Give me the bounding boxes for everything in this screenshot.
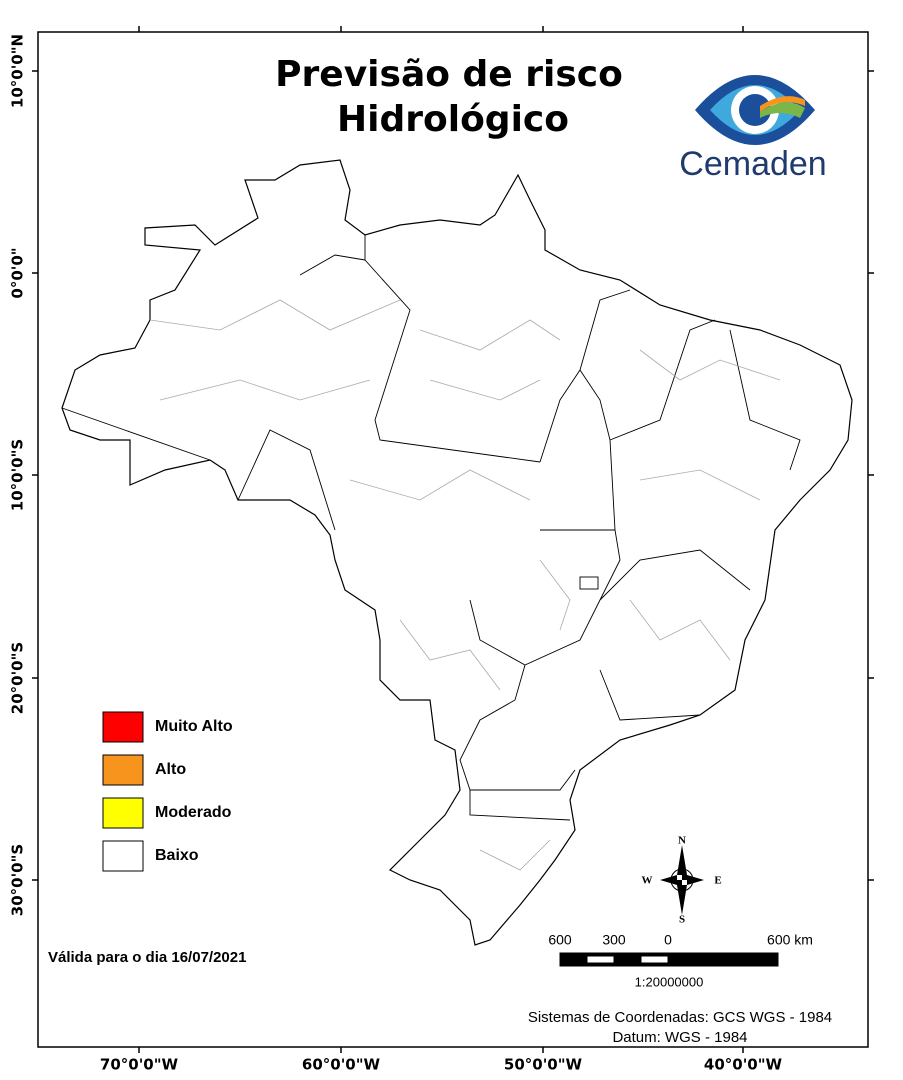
legend: Muito Alto Alto Moderado Baixo — [102, 711, 233, 872]
legend-label: Baixo — [155, 847, 199, 864]
scale-ratio: 1:20000000 — [635, 974, 704, 989]
latitude-label: 30°0'0"S — [9, 844, 27, 916]
state-borders — [61, 235, 801, 821]
valid-date: Válida para o dia 16/07/2021 — [48, 949, 246, 966]
longitude-label: 70°0'0"W — [100, 1056, 179, 1074]
legend-label: Muito Alto — [155, 718, 233, 735]
longitude-label: 40°0'0"W — [704, 1056, 783, 1074]
title-line: Previsão de risco — [275, 54, 623, 95]
logo-mark — [695, 75, 815, 145]
compass-w: W — [642, 875, 653, 887]
compass-n: N — [678, 835, 686, 847]
county-lines — [149, 299, 781, 871]
legend-swatch — [102, 840, 144, 872]
scale-label: 0 — [664, 932, 672, 948]
graticule-ticks — [32, 26, 874, 1053]
datum: Datum: WGS - 1984 — [612, 1029, 747, 1046]
coordinate-system: Sistemas de Coordenadas: GCS WGS - 1984 — [528, 1009, 832, 1026]
compass-s: S — [679, 914, 685, 926]
legend-swatch — [102, 711, 144, 743]
scale-bar — [559, 952, 779, 967]
legend-label: Alto — [155, 761, 186, 778]
legend-swatch — [102, 754, 144, 786]
scale-label: 600 km — [767, 932, 813, 948]
longitude-label: 50°0'0"W — [504, 1056, 583, 1074]
scale-label: 600 — [548, 932, 572, 948]
coordinate-labels: 10°0'0"N 0°0'0" 10°0'0"S 20°0'0"S 30°0'0"S 70… — [9, 34, 783, 1074]
title-line: Hidrológico — [337, 99, 569, 140]
compass-e: E — [714, 875, 721, 887]
latitude-label: 0°0'0" — [9, 247, 27, 298]
brazil-outline — [61, 159, 853, 946]
legend-swatch — [102, 797, 144, 829]
legend-label: Moderado — [155, 804, 232, 821]
longitude-label: 60°0'0"W — [302, 1056, 381, 1074]
latitude-label: 10°0'0"S — [9, 439, 27, 511]
latitude-label: 10°0'0"N — [9, 34, 27, 108]
north-arrow — [660, 845, 704, 915]
latitude-label: 20°0'0"S — [9, 642, 27, 714]
scale-label: 300 — [602, 932, 626, 948]
logo-text: Cemaden — [679, 145, 826, 183]
